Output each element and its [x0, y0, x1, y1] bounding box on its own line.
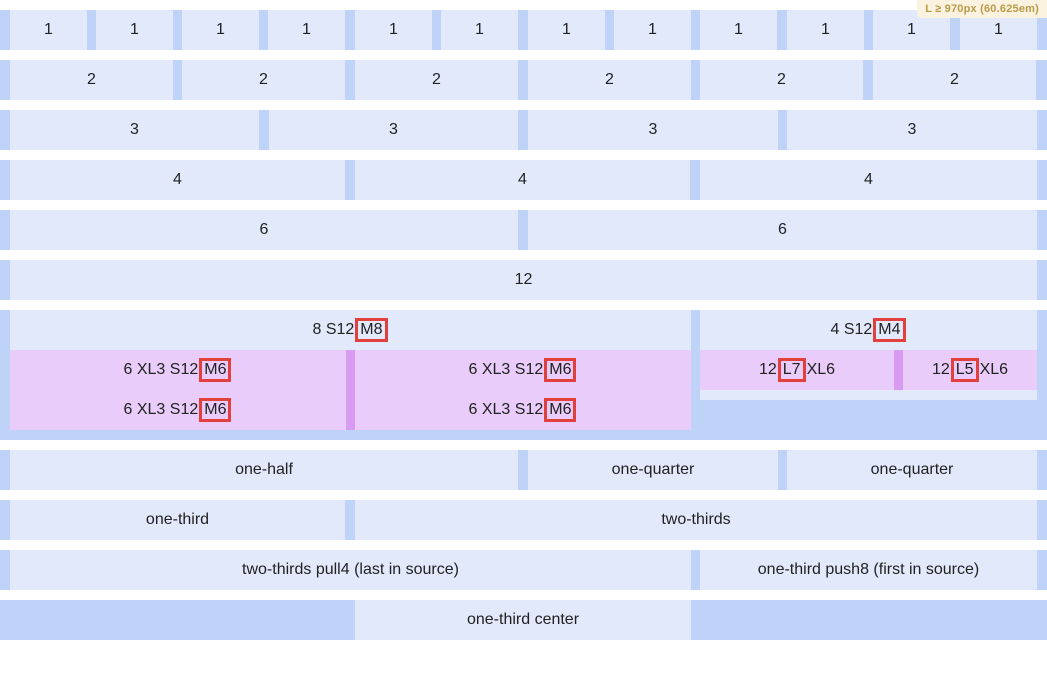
inner-label: 6 XL3 S12: [468, 401, 544, 418]
grid-cell-1: 1: [614, 10, 691, 50]
grid-row-4: 4 4 4: [0, 160, 1047, 200]
l7-tag: L7: [777, 358, 806, 382]
m6-tag: M6: [544, 358, 577, 382]
grid-row-named: one-half one-quarter one-quarter: [0, 450, 1047, 490]
nested-inner-cell: 6 XL3 S12 M6: [10, 390, 346, 430]
grid-row-12: 12: [0, 260, 1047, 300]
one-quarter-cell: one-quarter: [528, 450, 778, 490]
grid-cell-1: 1: [182, 10, 259, 50]
l5-prefix: 12: [931, 361, 950, 378]
m8-tag: M8: [355, 318, 388, 342]
nested-right-header: 4 S12 M4: [700, 310, 1037, 350]
grid-cell-4: 4: [355, 160, 690, 200]
nested-left-label: 8 S12: [312, 321, 355, 338]
breakpoint-indicator: L ≥ 970px (60.625em): [917, 0, 1047, 18]
nested-left-header: 8 S12 M8: [10, 310, 691, 350]
l5-tag: L5: [950, 358, 979, 382]
grid-row-2: 2 2 2 2 2 2: [0, 60, 1047, 100]
grid-cell-1: 1: [787, 10, 864, 50]
one-quarter-cell: one-quarter: [787, 450, 1037, 490]
nested-l5-cell: 12 L5 XL6: [903, 350, 1037, 390]
grid-cell-1: 1: [268, 10, 345, 50]
grid-row-center: one-third center: [0, 600, 1047, 640]
m6-tag: M6: [199, 398, 232, 422]
nested-left-divider: [346, 350, 355, 430]
grid-cell-4: 4: [10, 160, 345, 200]
m4-tag: M4: [873, 318, 906, 342]
grid-row-3: 3 3 3 3: [0, 110, 1047, 150]
inner-label: 6 XL3 S12: [123, 401, 199, 418]
l5-suffix: XL6: [979, 361, 1009, 378]
m6-tag: M6: [199, 358, 232, 382]
grid-cell-3: 3: [787, 110, 1037, 150]
m6-tag: M6: [544, 398, 577, 422]
one-third-cell: one-third: [10, 500, 345, 540]
grid-row-nested: 8 S12 M8 6 XL3 S12 M6 6 XL3 S12 M6 6 XL3 S1…: [0, 310, 1047, 440]
center-cell: one-third center: [355, 600, 691, 640]
grid-cell-6: 6: [528, 210, 1037, 250]
l7-suffix: XL6: [806, 361, 836, 378]
grid-row-6: 6 6: [0, 210, 1047, 250]
grid-cell-2: 2: [528, 60, 691, 100]
grid-cell-3: 3: [10, 110, 259, 150]
nested-inner-cell: 6 XL3 S12 M6: [355, 350, 691, 390]
grid-cell-2: 2: [10, 60, 173, 100]
grid-cell-4: 4: [700, 160, 1037, 200]
grid-cell-2: 2: [355, 60, 518, 100]
push-cell: one-third push8 (first in source): [700, 550, 1037, 590]
grid-cell-1: 1: [700, 10, 777, 50]
grid-cell-1: 1: [355, 10, 432, 50]
grid-cell-1: 1: [528, 10, 605, 50]
grid-cell-1: 1: [441, 10, 518, 50]
nested-inner-cell: 6 XL3 S12 M6: [10, 350, 346, 390]
pull-cell: two-thirds pull4 (last in source): [10, 550, 691, 590]
grid-cell-2: 2: [873, 60, 1036, 100]
inner-label: 6 XL3 S12: [123, 361, 199, 378]
grid-cell-3: 3: [528, 110, 778, 150]
two-thirds-cell: two-thirds: [355, 500, 1037, 540]
inner-label: 6 XL3 S12: [468, 361, 544, 378]
one-half-cell: one-half: [10, 450, 518, 490]
grid-cell-3: 3: [269, 110, 518, 150]
nested-inner-cell: 6 XL3 S12 M6: [355, 390, 691, 430]
nested-l7-cell: 12 L7 XL6: [700, 350, 894, 390]
nested-right-label: 4 S12: [830, 321, 873, 338]
nested-right-divider: [894, 350, 903, 390]
grid-cell-6: 6: [10, 210, 518, 250]
grid-cell-1: 1: [96, 10, 173, 50]
grid-row-thirds: one-third two-thirds: [0, 500, 1047, 540]
grid-row-pushpull: two-thirds pull4 (last in source) one-th…: [0, 550, 1047, 590]
grid-row-1: 1 1 1 1 1 1 1 1 1 1 1 1: [0, 10, 1047, 50]
grid-cell-1: 1: [10, 10, 87, 50]
grid-cell-2: 2: [182, 60, 345, 100]
grid-cell-2: 2: [700, 60, 863, 100]
l7-prefix: 12: [758, 361, 777, 378]
grid-cell-12: 12: [10, 260, 1037, 300]
